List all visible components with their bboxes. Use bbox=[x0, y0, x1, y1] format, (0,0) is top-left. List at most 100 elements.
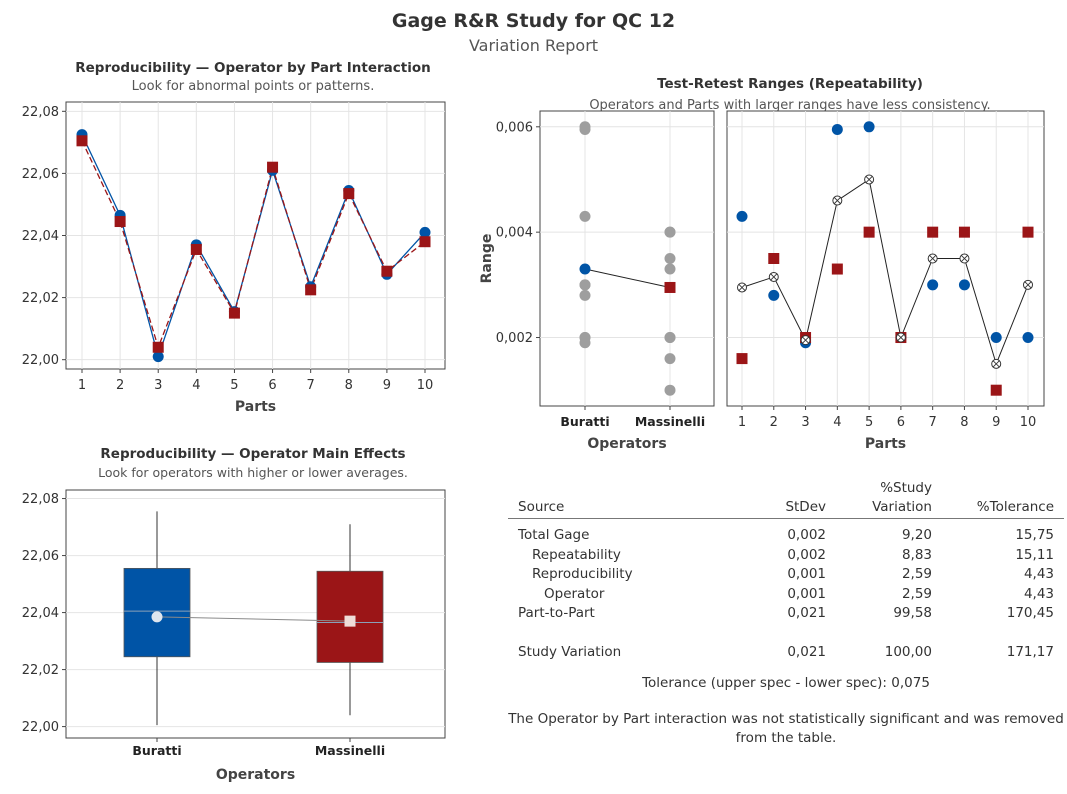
row-study-var: 100,00 bbox=[884, 643, 932, 660]
row-study-var: 99,58 bbox=[893, 605, 932, 621]
x-axis-label: Operators bbox=[587, 436, 666, 452]
range-point-gray bbox=[579, 279, 591, 291]
header-source: Source bbox=[518, 499, 565, 515]
range-point-massinelli bbox=[736, 353, 748, 365]
x-tick-label: 3 bbox=[154, 378, 162, 393]
main-effects-plot-frame bbox=[65, 489, 446, 739]
table-row-study: Study Variation 0,021 100,00 171,17 bbox=[508, 644, 1064, 664]
x-tick-label: 5 bbox=[865, 415, 873, 430]
row-study-var: 9,20 bbox=[901, 527, 932, 543]
row-study-var: 2,59 bbox=[901, 566, 932, 582]
range-point-massinelli bbox=[927, 226, 939, 238]
y-tick-label: 22,04 bbox=[22, 229, 59, 244]
row-tolerance: 15,75 bbox=[1015, 527, 1054, 543]
range-point-gray bbox=[664, 332, 676, 344]
y-tick-label: 22,08 bbox=[22, 492, 59, 507]
range-point-massinelli bbox=[831, 263, 843, 275]
row-source: Total Gage bbox=[518, 527, 590, 543]
row-source: Reproducibility bbox=[532, 566, 633, 582]
header-study-var-1: %Study bbox=[880, 480, 932, 496]
data-point-massinelli bbox=[152, 341, 164, 353]
x-tick-label: 7 bbox=[929, 415, 937, 430]
main-effects-chart-title: Reproducibility — Operator Main Effects bbox=[100, 446, 406, 462]
row-source: Operator bbox=[544, 585, 605, 602]
row-stdev: 0,002 bbox=[787, 527, 826, 543]
header-tolerance: %Tolerance bbox=[976, 499, 1054, 515]
range-point-gray bbox=[664, 353, 676, 365]
range-point-buratti bbox=[927, 279, 939, 291]
interaction-chart-subtitle: Look for abnormal points or patterns. bbox=[131, 79, 375, 94]
row-stdev: 0,001 bbox=[787, 566, 826, 582]
range-point-gray bbox=[579, 210, 591, 222]
x-tick-label: 10 bbox=[417, 378, 434, 393]
report-subtitle: Variation Report bbox=[468, 36, 599, 55]
table-row: Part-to-Part 0,021 99,58 170,45 bbox=[508, 605, 1064, 625]
data-point-massinelli bbox=[381, 265, 393, 277]
y-tick-label: 22,02 bbox=[22, 291, 59, 306]
range-point-gray bbox=[664, 253, 676, 264]
table-row: Reproducibility 0,001 2,59 4,43 bbox=[508, 566, 1064, 586]
data-point-massinelli bbox=[190, 243, 202, 255]
row-stdev: 0,001 bbox=[787, 585, 826, 602]
x-tick-label: Buratti bbox=[560, 414, 609, 429]
data-point-buratti bbox=[152, 351, 164, 363]
part-mean-marker-cross bbox=[1024, 281, 1032, 289]
row-source: Study Variation bbox=[518, 643, 622, 660]
y-tick-label: 22,00 bbox=[22, 720, 59, 735]
table-row: Operator 0,001 2,59 4,43 bbox=[508, 586, 1064, 606]
tolerance-note: Tolerance (upper spec - lower spec): 0,0… bbox=[642, 675, 930, 691]
x-tick-label: 4 bbox=[192, 378, 200, 393]
operator-mean-line bbox=[584, 268, 671, 288]
y-tick-label: 22,08 bbox=[22, 105, 59, 120]
data-point-massinelli bbox=[114, 216, 126, 228]
range-point-buratti bbox=[990, 332, 1002, 344]
part-mean-marker-cross bbox=[960, 254, 968, 263]
y-tick-label: 22,00 bbox=[22, 353, 59, 368]
main-effects-chart-subtitle: Look for operators with higher or lower … bbox=[98, 465, 408, 480]
x-tick-label: 9 bbox=[992, 415, 1000, 430]
x-tick-label: 2 bbox=[116, 378, 124, 393]
range-point-gray bbox=[664, 226, 676, 238]
row-tolerance: 15,11 bbox=[1015, 546, 1054, 563]
x-tick-label: 8 bbox=[345, 378, 353, 393]
range-point-buratti bbox=[831, 123, 843, 135]
x-tick-label: 6 bbox=[268, 378, 276, 393]
report-title: Gage R&R Study for QC 12 bbox=[391, 10, 676, 32]
table-header: Source StDev %Study Variation %Tolerance bbox=[508, 478, 1064, 519]
data-point-massinelli bbox=[343, 188, 355, 200]
part-mean-marker-cross bbox=[770, 273, 778, 281]
header-study-var-2: Variation bbox=[872, 499, 932, 515]
mean-connect-line bbox=[156, 616, 351, 622]
x-tick-label: 1 bbox=[738, 415, 746, 430]
range-point-massinelli bbox=[958, 226, 970, 238]
x-axis-label: Parts bbox=[235, 399, 276, 415]
row-stdev: 0,021 bbox=[787, 643, 826, 660]
x-tick-label: 1 bbox=[78, 378, 86, 393]
data-point-massinelli bbox=[419, 236, 431, 248]
row-tolerance: 171,17 bbox=[1006, 643, 1054, 660]
x-tick-label: 7 bbox=[307, 378, 315, 393]
part-mean-marker-cross bbox=[992, 360, 1000, 368]
variance-table: Source StDev %Study Variation %Tolerance… bbox=[508, 478, 1064, 663]
y-tick-label: 22,04 bbox=[22, 606, 59, 621]
x-tick-label: Massinelli bbox=[635, 414, 705, 429]
range-point-massinelli bbox=[1022, 226, 1034, 238]
header-stdev: StDev bbox=[785, 499, 826, 515]
series-line-massinelli bbox=[81, 140, 426, 350]
y-axis-label: Range bbox=[479, 234, 495, 284]
x-tick-label: 6 bbox=[897, 415, 905, 430]
table-row: Repeatability 0,002 8,83 15,11 bbox=[508, 547, 1064, 567]
row-stdev: 0,002 bbox=[787, 546, 826, 563]
range-point-buratti bbox=[1022, 332, 1034, 344]
range-point-massinelli bbox=[990, 384, 1002, 396]
x-tick-label: 3 bbox=[801, 415, 809, 430]
operator-range-panel bbox=[539, 110, 715, 407]
x-tick-label: Massinelli bbox=[315, 743, 385, 758]
y-tick-label: 22,02 bbox=[22, 663, 59, 678]
interaction-footnote: The Operator by Part interaction was not… bbox=[508, 711, 1064, 746]
y-tick-label: 22,06 bbox=[22, 549, 59, 564]
part-mean-marker-cross bbox=[897, 333, 905, 342]
y-tick-label: 0,002 bbox=[496, 331, 533, 346]
data-point-massinelli bbox=[267, 161, 279, 173]
